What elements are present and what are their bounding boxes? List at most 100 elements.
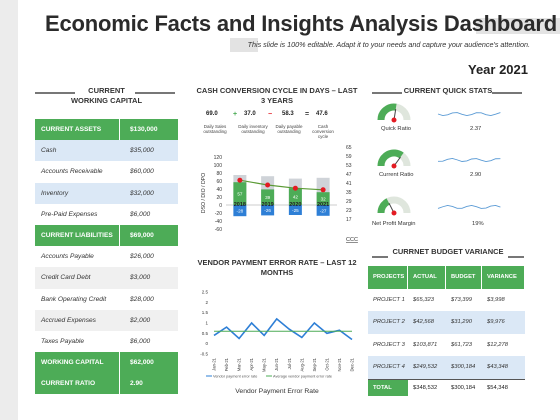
ccc-step-caption: Cash conversion cycle	[312, 124, 334, 139]
y-tick-label: -20	[215, 211, 222, 217]
row-label: WORKING CAPITAL	[35, 352, 120, 374]
budget-cell: PROJECT 3	[368, 333, 408, 356]
divider	[372, 92, 402, 94]
ccc-line	[239, 179, 324, 191]
budget-variance-heading: CURRNET BUDGET VARIANCE	[392, 247, 504, 256]
budget-cell: PROJECTS	[368, 266, 408, 289]
row-label: Taxes Payable	[41, 337, 85, 345]
heading-line: CASH CONVERSION CYCLE IN DAYS – LAST	[196, 86, 358, 95]
budget-cell: $54,348	[482, 378, 525, 396]
budget-cell: $300,184	[446, 378, 482, 396]
working-capital-row: CURRENT LIABILITIES $69,000	[35, 224, 178, 247]
y2-tick-label: 65	[346, 145, 352, 151]
y2-tick-label: 41	[346, 181, 352, 187]
working-capital-row: Accounts Receivable $60,000	[35, 161, 178, 183]
row-label: Credit Card Debt	[41, 274, 91, 282]
working-capital-row: WORKING CAPITAL $62,000	[35, 352, 178, 374]
budget-cell: PROJECT 1	[368, 288, 408, 311]
net-profit-margin-label: Net Profit Margin	[372, 221, 416, 227]
budget-total-row: TOTAL $348,532 $300,184 $54,348	[368, 378, 525, 396]
y2-axis-label: CCC	[346, 237, 358, 243]
dpo-bar	[233, 205, 247, 217]
budget-cell: ACTUAL	[408, 266, 446, 289]
dio-bar	[233, 182, 247, 205]
heading-line: VENDOR PAYMENT ERROR RATE – LAST 12 MONT…	[192, 258, 362, 278]
y-tick-label: 20	[216, 195, 222, 201]
plus-operator: +	[233, 111, 238, 118]
row-value: $28,000	[130, 295, 154, 303]
row-label: CURRENT RATIO	[35, 373, 120, 395]
y-tick-label: 2	[205, 300, 208, 305]
ccc-step-caption: Daily payable outstanding	[275, 124, 303, 134]
quick-ratio-value: 2.37	[470, 126, 482, 132]
vendor-payment-panel: VENDOR PAYMENT ERROR RATE – LAST 12 MONT…	[192, 254, 362, 416]
gauge-hub	[391, 163, 397, 169]
page-subtitle: This slide is 100% editable. Adapt it to…	[247, 40, 530, 49]
y2-tick-label: 35	[346, 190, 352, 196]
row-value: $32,000	[120, 182, 178, 204]
row-label: Accounts Receivable	[41, 168, 103, 176]
x-tick-label: Nov-21	[337, 357, 342, 371]
row-value: $60,000	[130, 168, 154, 176]
budget-cell: $12,278	[482, 333, 525, 356]
dio-bar	[261, 189, 275, 205]
dio-value-label: 57	[237, 192, 243, 197]
budget-cell: $31,290	[446, 311, 482, 334]
divider	[508, 256, 524, 258]
dpo-bar	[288, 205, 302, 215]
gauge-fill	[377, 103, 397, 121]
y-tick-label: 0	[219, 203, 222, 209]
working-capital-row: Pre-Paid Expenses $6,000	[35, 203, 178, 225]
x-tick-label: Jun-21	[274, 357, 279, 370]
budget-row: PROJECT 1 $65,323 $73,399 $3,998	[368, 288, 525, 311]
quick-ratio-label: Quick Ratio	[381, 126, 411, 132]
ccc-marker	[292, 185, 298, 191]
dpo-value-label: -27	[320, 208, 327, 213]
y2-tick-label: 17	[346, 217, 352, 223]
subtitle-accent-bar	[230, 38, 258, 52]
x-tick-label: Mar-21	[237, 357, 242, 371]
budget-cell: $42,568	[408, 311, 446, 334]
trend-sparkline	[437, 204, 501, 209]
x-tick-label: May-21	[262, 357, 267, 372]
budget-cell: $300,184	[446, 356, 482, 379]
ccc-marker	[265, 182, 271, 188]
budget-cell: PROJECT 2	[368, 311, 408, 334]
x-tick-label: Aug-21	[299, 357, 304, 371]
y-tick-label: 1.5	[202, 310, 209, 315]
x-tick-label: Dec-21	[350, 357, 355, 371]
heading-line: CURRENT	[88, 86, 125, 95]
x-tick-label: Jan-21	[212, 357, 217, 370]
current-ratio-value: 2.90	[470, 172, 482, 178]
row-value: 2.90	[130, 380, 143, 388]
category-label: 2021	[317, 202, 329, 208]
row-value: $62,000	[130, 359, 154, 367]
x-tick-label: Oct-21	[324, 357, 329, 370]
row-label: Cash	[35, 140, 120, 162]
category-label: 2020	[289, 202, 301, 208]
y-axis-label: DSO / DIO / DPO	[201, 173, 207, 213]
row-label: CURRENT LIABILITIES	[35, 224, 120, 247]
budget-row: PROJECT 2 $42,568 $31,290 $9,976	[368, 311, 525, 334]
dio-value-label: 32	[321, 197, 327, 202]
working-capital-row: Inventory $32,000	[35, 182, 178, 204]
error-rate-line	[213, 317, 353, 341]
budget-cell: $3,998	[482, 288, 525, 311]
y-tick-label: 60	[216, 179, 222, 185]
y-tick-label: 40	[216, 187, 222, 193]
vendor-chart-title: VENDOR PAYMENT ERROR RATE – LAST 12 MONT…	[197, 258, 357, 277]
working-capital-row: Accounts Payable $26,000	[35, 246, 178, 268]
budget-cell: TOTAL	[368, 378, 408, 396]
side-panel	[0, 0, 18, 420]
y-tick-label: -0.5	[200, 352, 208, 357]
y2-tick-label: 59	[346, 154, 352, 160]
row-label: CURRENT ASSETS	[35, 119, 120, 141]
working-capital-row: Cash $35,000	[35, 140, 178, 162]
dio-bar	[316, 192, 330, 205]
row-value: $3,000	[130, 274, 151, 282]
legend-label: Vendor payment error rate	[213, 375, 257, 379]
equals-operator: =	[305, 111, 310, 118]
dpo-value-label: -28	[237, 209, 244, 214]
divider	[492, 92, 522, 94]
dpo-bar	[261, 205, 275, 216]
